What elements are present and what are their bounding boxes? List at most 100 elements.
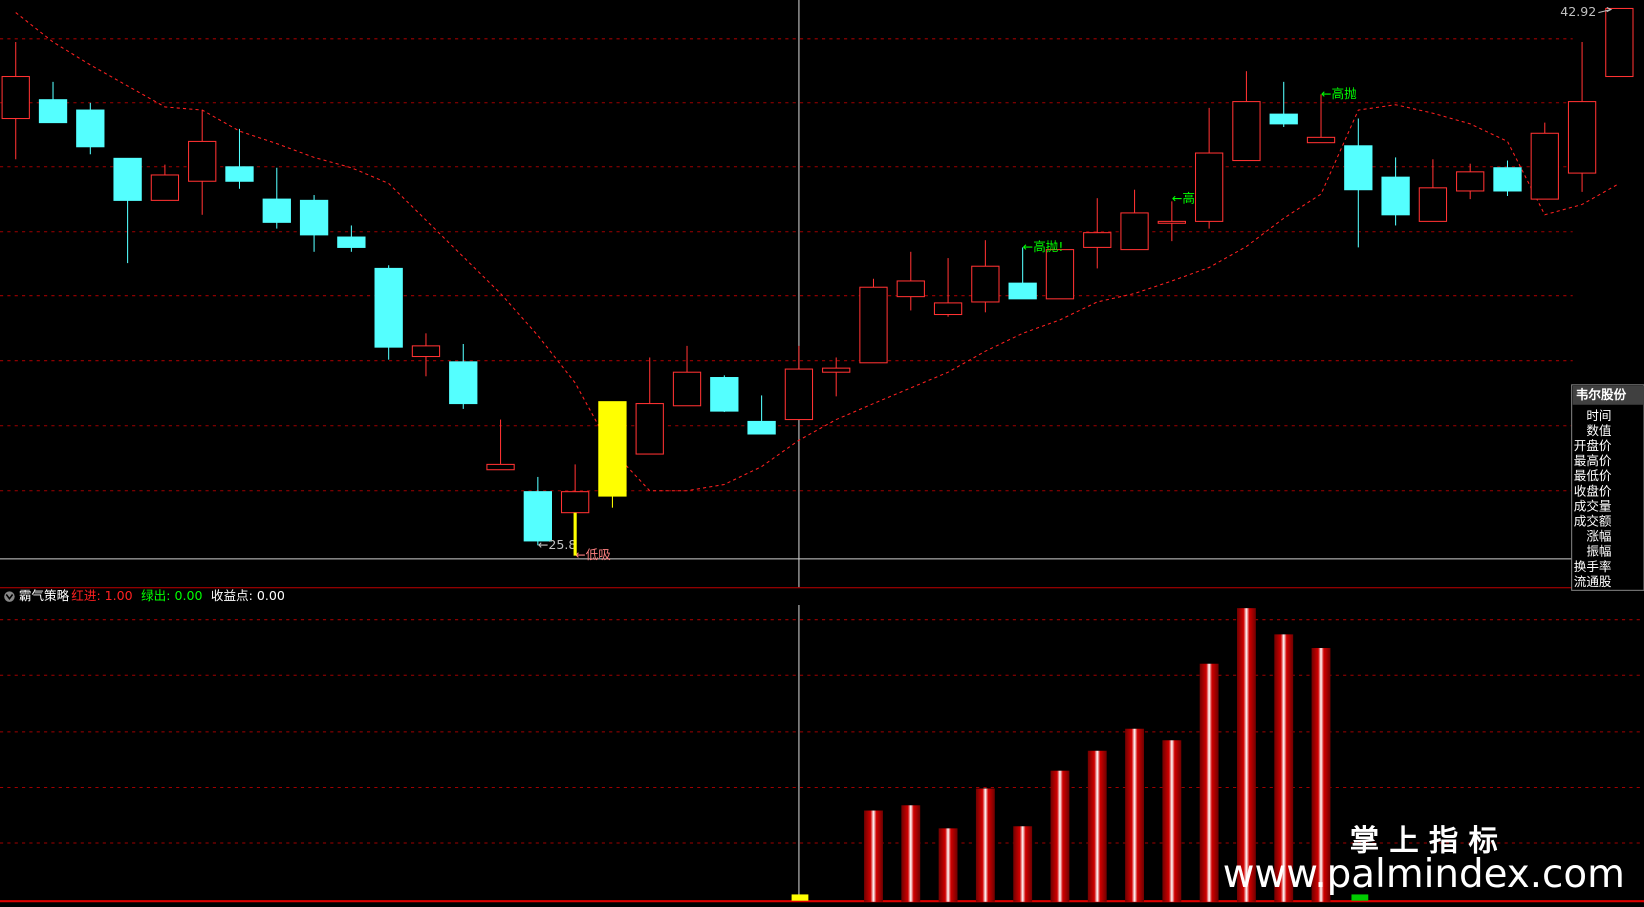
candle-body	[150, 174, 180, 201]
candle-body	[933, 302, 963, 316]
bar	[1311, 648, 1331, 902]
annotation: ←低吸	[575, 547, 611, 562]
indicator-header: 霸气策略 红进: 1.00 绿出: 0.00 收益点: 0.00	[4, 588, 285, 603]
bar	[864, 810, 883, 902]
candle-body	[38, 99, 68, 124]
candle-body	[262, 198, 291, 223]
indicator-legend: 红进: 1.00 绿出: 0.00 收益点: 0.00	[71, 588, 285, 603]
candle-body	[672, 371, 702, 407]
signal-marker	[791, 894, 809, 901]
candle-body	[1456, 171, 1485, 192]
candle-body	[1157, 220, 1186, 224]
candle-body	[1008, 282, 1037, 300]
info-field: 时间	[1586, 408, 1611, 423]
candle-body	[635, 403, 664, 455]
candle-body	[411, 345, 441, 358]
candle-body	[76, 109, 105, 148]
candle-body	[1045, 249, 1075, 300]
candle-body	[523, 491, 552, 542]
legend-entry: 收益点: 0.00	[211, 588, 285, 603]
info-field: 成交量	[1574, 498, 1612, 513]
collapse-arrow	[5, 594, 14, 601]
info-field: 收盘价	[1574, 483, 1612, 498]
info-panel-title: 韦尔股份	[1576, 387, 1627, 402]
candle-body	[449, 361, 478, 405]
candle-body	[971, 265, 1000, 303]
candle-body	[374, 267, 403, 348]
info-field: 振幅	[1586, 544, 1611, 559]
bar	[1050, 770, 1070, 902]
info-field: 成交额	[1574, 513, 1612, 528]
info-field: 开盘价	[1574, 438, 1612, 453]
info-field: 数值	[1586, 423, 1612, 438]
candle-body	[188, 140, 217, 182]
info-field: 涨幅	[1586, 529, 1611, 544]
bar	[1087, 750, 1107, 902]
candle-body	[784, 368, 814, 421]
candle-body	[225, 166, 254, 182]
bar	[1162, 740, 1182, 902]
annotation: ←高	[1172, 191, 1195, 206]
candle-body	[1530, 132, 1559, 200]
info-field: 最高价	[1574, 453, 1612, 468]
candle-body	[1306, 136, 1336, 144]
candle-body	[1605, 7, 1634, 78]
bar	[938, 828, 958, 902]
candle-body	[113, 157, 142, 201]
legend-entry: 绿出: 0.00	[141, 588, 202, 603]
candle-body	[1194, 152, 1224, 222]
candle-body	[1, 75, 30, 120]
bar	[1125, 728, 1144, 902]
annotation: ←高抛	[1321, 86, 1357, 101]
moving-line	[15, 12, 1620, 492]
collapse-icon[interactable]	[4, 591, 15, 602]
candle-body	[1232, 101, 1261, 162]
bar	[901, 805, 921, 902]
price-panel: 42.92 ←高抛 ←高 ←高抛! ←25.8←低吸	[1, 4, 1634, 562]
candle-body	[1567, 101, 1597, 174]
bar	[1274, 634, 1294, 902]
candle-body	[598, 401, 627, 497]
candle-body	[1418, 187, 1448, 222]
info-field: 流通股	[1574, 574, 1612, 589]
candle-body	[486, 463, 515, 471]
annotation: ←高抛!	[1023, 239, 1064, 254]
annotation: ←25.8	[538, 537, 577, 552]
candle-body	[859, 286, 888, 364]
candle-body	[560, 491, 590, 514]
candle-body	[1120, 212, 1149, 251]
bar	[1013, 826, 1033, 902]
candle-body	[710, 377, 739, 412]
candle-body	[747, 420, 776, 435]
bar	[1236, 608, 1256, 902]
candle-body	[822, 367, 851, 373]
legend-entry: 红进: 1.00	[71, 588, 132, 603]
candle-body	[1493, 167, 1522, 192]
indicator-panel	[864, 608, 1331, 902]
info-field: 换手率	[1574, 559, 1612, 574]
indicator-title: 霸气策略	[19, 588, 70, 603]
grid-lines	[0, 38, 1644, 844]
annotation-arrow	[1598, 6, 1613, 14]
candle-body	[299, 199, 329, 236]
info-field: 最低价	[1574, 468, 1612, 483]
signal-marker	[1351, 894, 1369, 901]
info-panel-box	[1571, 384, 1644, 591]
candle-body	[896, 280, 925, 298]
annotation: 42.92	[1560, 4, 1596, 19]
bar	[975, 788, 995, 902]
info-panel-header	[1572, 385, 1644, 405]
watermark-url: www.palmindex.com	[1223, 852, 1625, 897]
candle-body	[337, 236, 366, 248]
candle-body	[1269, 113, 1298, 125]
candle-body	[1083, 232, 1112, 248]
watermark-title: 掌 上 指 标	[1350, 823, 1498, 857]
candle-body	[1381, 176, 1410, 216]
candle-body	[1344, 145, 1373, 191]
bar	[1199, 663, 1219, 902]
